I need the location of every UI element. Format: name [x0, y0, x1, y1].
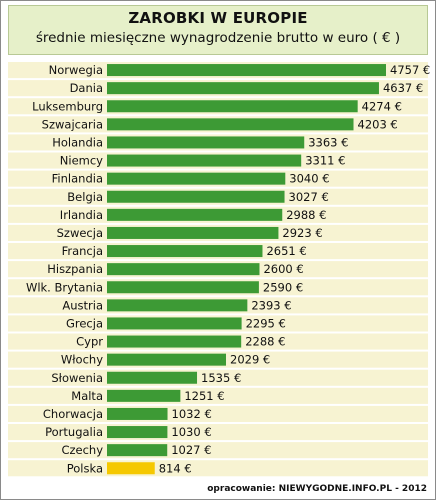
value-label: 4274 € [362, 99, 402, 113]
value-label: 2988 € [286, 208, 326, 222]
value-label: 2923 € [282, 226, 322, 240]
chart-title: ZAROBKI W EUROPIE [128, 9, 308, 27]
bar [107, 64, 386, 77]
value-label: 3040 € [289, 172, 329, 186]
value-label: 2288 € [245, 335, 285, 349]
bar [107, 444, 168, 457]
bar [107, 335, 242, 348]
bar [107, 299, 248, 312]
category-label: Austria [62, 298, 103, 312]
value-label: 3027 € [289, 190, 329, 204]
category-label: Grecja [66, 316, 103, 330]
category-label: Malta [71, 389, 103, 403]
chart-header: ZAROBKI W EUROPIE średnie miesięczne wyn… [8, 5, 428, 55]
value-label: 2295 € [246, 316, 286, 330]
value-label: 3363 € [308, 135, 348, 149]
category-label: Hiszpania [47, 262, 103, 276]
bar [107, 154, 302, 167]
value-label: 1027 € [171, 443, 211, 457]
value-label: 1030 € [171, 425, 211, 439]
value-label: 1251 € [184, 389, 224, 403]
category-label: Belgia [67, 190, 103, 204]
category-label: Dania [70, 81, 103, 95]
chart-subtitle: średnie miesięczne wynagrodzenie brutto … [35, 30, 401, 46]
bar [107, 226, 279, 239]
bar [107, 389, 181, 402]
category-label: Luksemburg [32, 99, 103, 113]
value-label: 4203 € [358, 117, 398, 131]
category-label: Szwajcaria [42, 117, 103, 131]
bar-chart: Norwegia 4757 € Dania 4637 € Luksemburg 4274 … [8, 62, 430, 477]
bar [107, 172, 286, 185]
category-label: Portugalia [45, 425, 103, 439]
bar [107, 426, 168, 439]
bar [107, 407, 168, 420]
category-label: Szwecja [57, 226, 103, 240]
bar [107, 100, 358, 113]
category-label: Cypr [76, 335, 103, 349]
category-label: Polska [67, 461, 103, 475]
category-label: Wlk. Brytania [26, 280, 103, 294]
value-label: 2393 € [251, 298, 291, 312]
highlight-bar [107, 462, 155, 475]
value-label: 4757 € [390, 63, 430, 77]
category-label: Finlandia [52, 172, 103, 186]
bar [107, 208, 283, 221]
value-label: 2590 € [263, 280, 303, 294]
bar [107, 281, 259, 294]
category-label: Czechy [61, 443, 103, 457]
category-label: Irlandia [60, 208, 103, 222]
bar [107, 245, 263, 258]
bar [107, 317, 242, 330]
value-label: 814 € [159, 461, 192, 475]
category-label: Norwegia [49, 63, 103, 77]
category-label: Słowenia [51, 371, 103, 385]
value-label: 2600 € [263, 262, 303, 276]
category-label: Chorwacja [43, 407, 103, 421]
source-credit: opracowanie: NIEWYGODNE.INFO.PL - 2012 [207, 484, 427, 494]
category-label: Holandia [52, 135, 103, 149]
bar [107, 263, 260, 276]
bar [107, 136, 305, 149]
bar [107, 118, 354, 131]
category-label: Niemcy [60, 154, 103, 168]
category-label: Włochy [61, 353, 103, 367]
value-label: 1535 € [201, 371, 241, 385]
bar [107, 353, 227, 366]
value-label: 2651 € [266, 244, 306, 258]
value-label: 1032 € [172, 407, 212, 421]
value-label: 3311 € [305, 154, 345, 168]
value-label: 2029 € [230, 353, 270, 367]
bar [107, 190, 285, 203]
bar [107, 371, 198, 384]
category-label: Francja [62, 244, 103, 258]
value-label: 4637 € [383, 81, 423, 95]
bar [107, 82, 379, 95]
